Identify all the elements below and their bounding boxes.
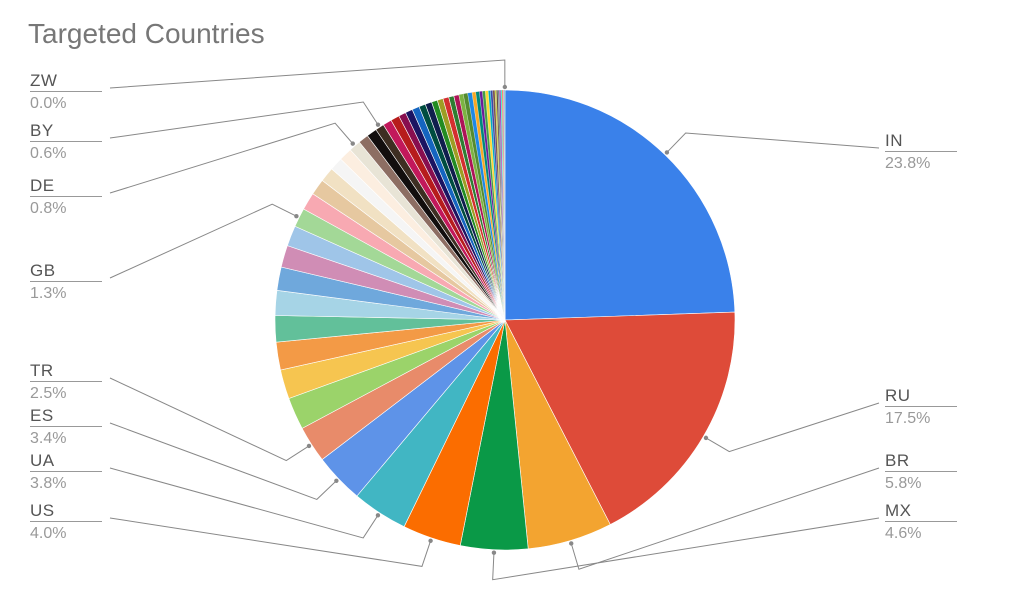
leader-dot [492,551,496,555]
slice-label: MX4.6% [885,500,957,544]
leader-dot [569,541,573,545]
slice-label: BY0.6% [30,120,102,164]
leader-dot [665,150,669,154]
slice-label-pct: 0.6% [30,141,102,164]
slice-label-code: ZW [30,70,102,91]
slice-label-code: UA [30,450,102,471]
slice-label: RU17.5% [885,385,957,429]
slice-label: GB1.3% [30,260,102,304]
slice-label-pct: 0.0% [30,91,102,114]
slice-label: BR5.8% [885,450,957,494]
leader-dot [704,436,708,440]
slice-label-code: IN [885,130,957,151]
leader-line [110,468,378,538]
slice-label-pct: 5.8% [885,471,957,494]
slice-label-pct: 3.8% [30,471,102,494]
slice-label-code: BR [885,450,957,471]
slice-label-pct: 1.3% [30,281,102,304]
leader-dot [307,444,311,448]
slice-label: TR2.5% [30,360,102,404]
slice-label-code: BY [30,120,102,141]
slice-label-code: DE [30,175,102,196]
leader-dot [376,122,380,126]
leader-dot [376,513,380,517]
leader-dot [503,85,507,89]
slice-label: UA3.8% [30,450,102,494]
leader-line [706,403,879,452]
pie-slice [505,90,735,320]
leader-dot [351,141,355,145]
slice-label: US4.0% [30,500,102,544]
leader-line [110,123,353,193]
slice-label: IN23.8% [885,130,957,174]
leader-line [110,102,378,138]
slice-label: ZW0.0% [30,70,102,114]
slice-label-code: MX [885,500,957,521]
leader-dot [428,539,432,543]
leader-dot [334,479,338,483]
slice-label-code: TR [30,360,102,381]
slice-label-pct: 0.8% [30,196,102,219]
slice-label-pct: 17.5% [885,406,957,429]
slice-label-pct: 2.5% [30,381,102,404]
leader-line [110,60,505,88]
leader-line [667,133,879,152]
slice-label-pct: 23.8% [885,151,957,174]
leader-line [110,204,296,278]
slice-label-code: ES [30,405,102,426]
slice-label-pct: 4.0% [30,521,102,544]
slice-label-code: RU [885,385,957,406]
slice-label: DE0.8% [30,175,102,219]
leader-line [110,378,309,461]
slice-label-code: GB [30,260,102,281]
slice-label: ES3.4% [30,405,102,449]
leader-line [110,518,431,566]
slice-label-code: US [30,500,102,521]
slice-label-pct: 3.4% [30,426,102,449]
pie-chart [0,0,1024,592]
leader-dot [294,214,298,218]
slice-label-pct: 4.6% [885,521,957,544]
leader-line [110,423,336,499]
